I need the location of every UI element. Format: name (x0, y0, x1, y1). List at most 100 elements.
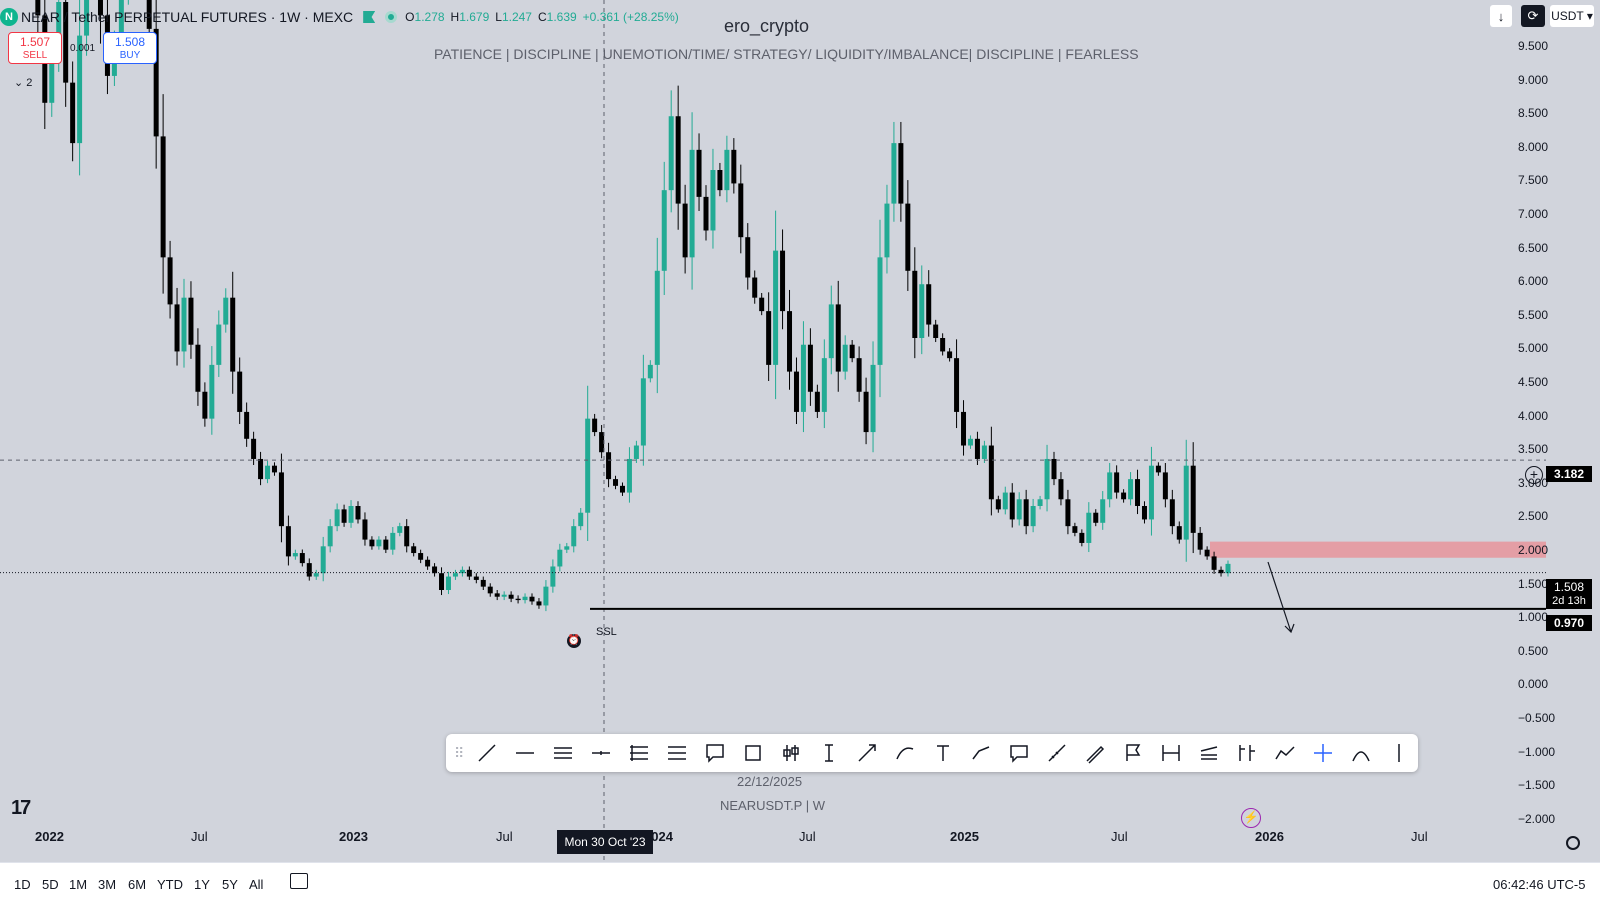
polyline-tool-icon[interactable] (1266, 738, 1304, 768)
download-icon[interactable]: ↓ (1490, 5, 1512, 27)
indicators-collapse-toggle[interactable]: ⌄ 2 (14, 77, 33, 89)
candle (981, 440, 987, 463)
range-button[interactable]: 6M (128, 877, 147, 892)
candle (1016, 492, 1022, 526)
trend-line-tool-icon[interactable] (468, 738, 506, 768)
candle-body (682, 203, 688, 258)
sync-icon[interactable]: ⟳ (1521, 5, 1545, 27)
candle (404, 519, 410, 553)
arrow-tool-icon[interactable] (848, 738, 886, 768)
range-button[interactable]: 5Y (222, 877, 238, 892)
candle (599, 425, 605, 459)
price-tick-label: −2.000 (1518, 811, 1556, 826)
range-button[interactable]: 1D (14, 877, 31, 892)
candle-body (306, 563, 312, 577)
lightning-event-icon[interactable]: ⚡ (1241, 808, 1261, 828)
candle (961, 400, 967, 456)
drawing-symbol-label: NEARUSDT.P | W (720, 798, 825, 813)
candle (1225, 560, 1231, 577)
note-tool-icon[interactable] (1000, 738, 1038, 768)
candle (613, 475, 619, 490)
symbol-title[interactable]: NEAR / Tether PERPETUAL FUTURES · 1W · M… (21, 9, 354, 25)
current-price-value: 1.508 (1553, 580, 1585, 594)
bottom-toolbar: 1D 5D 1M 3M 6M YTD 1Y 5Y All 06:42:46 UTC-5 (0, 862, 1600, 901)
candle-body (265, 465, 271, 480)
price-tick-label: 1.000 (1518, 610, 1549, 625)
candle-body (390, 532, 396, 550)
callout-tool-icon[interactable] (696, 738, 734, 768)
brush-tool-icon[interactable] (886, 738, 924, 768)
candle (668, 90, 674, 213)
candle (606, 442, 612, 488)
candle-body (285, 526, 291, 557)
candle (550, 559, 556, 593)
rectangle-tool-icon[interactable] (734, 738, 772, 768)
chart-background[interactable] (0, 0, 1600, 862)
time-tick-label: Jul (1411, 829, 1428, 844)
candle-body (376, 539, 382, 547)
candle-body (1114, 472, 1120, 493)
range-button[interactable]: YTD (157, 877, 183, 892)
forecast-tool-icon[interactable] (1190, 738, 1228, 768)
candle (1148, 446, 1154, 536)
clock-readout[interactable]: 06:42:46 UTC-5 (1493, 877, 1586, 892)
candle-body (153, 28, 159, 137)
ruler-tool-icon[interactable] (1038, 738, 1076, 768)
parallel-channel-tool-icon[interactable] (544, 738, 582, 768)
long-position-tool-icon[interactable] (772, 738, 810, 768)
arc-tool-icon[interactable] (1342, 738, 1380, 768)
price-tick-label: 7.000 (1518, 207, 1549, 221)
calendar-icon[interactable] (290, 873, 308, 889)
range-button[interactable]: 5D (42, 877, 59, 892)
date-range-tool-icon[interactable] (1152, 738, 1190, 768)
currency-select[interactable]: USDT ▾ (1550, 5, 1594, 27)
range-button[interactable]: 3M (98, 877, 117, 892)
settings-gear-icon[interactable] (1566, 836, 1580, 850)
fib-retracement-tool-icon[interactable] (620, 738, 658, 768)
horizontal-line-tool-icon[interactable] (582, 738, 620, 768)
pen-tool-icon[interactable] (1076, 738, 1114, 768)
candle-body (494, 593, 500, 597)
text-tool-icon[interactable] (924, 738, 962, 768)
cross-tool-icon[interactable] (1304, 738, 1342, 768)
candle-body (1148, 465, 1154, 520)
buy-button[interactable]: 1.508 BUY (103, 32, 157, 64)
crosshair-date-label: Mon 30 Oct '23 (557, 830, 653, 854)
price-tick-label: 2.000 (1518, 543, 1549, 557)
sell-button[interactable]: 1.507 SELL (8, 32, 62, 64)
ohlc-open: O1.278 (405, 10, 445, 24)
candle-body (230, 297, 236, 372)
candle (954, 339, 960, 429)
candle-body (508, 594, 514, 599)
range-button[interactable]: All (249, 877, 264, 892)
candle-body (174, 304, 180, 352)
chart-canvas[interactable] (0, 0, 1600, 862)
candle (452, 569, 458, 580)
alarm-clock-icon[interactable]: ⏰ (567, 634, 581, 648)
candle (376, 536, 382, 550)
candle (682, 184, 688, 274)
candle (397, 522, 403, 537)
candle-body (828, 304, 834, 359)
range-button[interactable]: 1Y (194, 877, 210, 892)
flag-tool-icon[interactable] (1114, 738, 1152, 768)
horizontal-ray-tool-icon[interactable] (506, 738, 544, 768)
path-tool-icon[interactable] (962, 738, 1000, 768)
range-button[interactable]: 1M (69, 877, 88, 892)
candle (278, 453, 284, 543)
vertical-line-tool-icon[interactable] (1380, 738, 1418, 768)
candle (1176, 521, 1182, 544)
add-alert-icon[interactable]: + (1525, 466, 1543, 484)
candle-body (759, 297, 765, 312)
fib-extension-tool-icon[interactable] (658, 738, 696, 768)
projection-tool-icon[interactable] (1228, 738, 1266, 768)
candle-body (244, 411, 250, 439)
price-range-tool-icon[interactable] (810, 738, 848, 768)
candle-body (515, 598, 521, 601)
candle-body (814, 391, 820, 412)
candle-body (703, 196, 709, 231)
tradingview-logo[interactable]: 17 (11, 797, 31, 819)
drag-handle-icon[interactable]: ⠿ (454, 744, 465, 761)
candle (933, 319, 939, 343)
